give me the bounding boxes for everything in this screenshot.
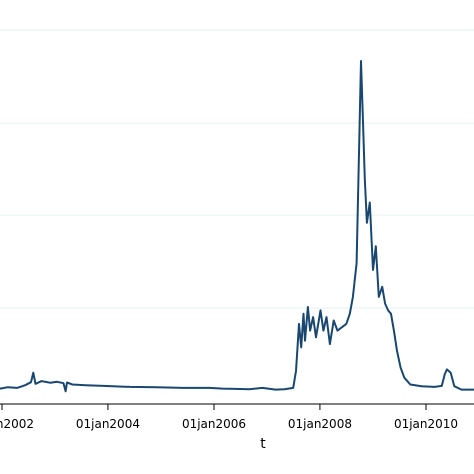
x-tick-label-2: 01jan2006 [182,417,246,431]
x-tick-label-1: 01jan2004 [76,417,140,431]
gridlines [0,29,474,309]
x-tick-label-4: 01jan2010 [394,417,458,431]
series-layer [0,60,474,393]
x-axis: 01jan2002 01jan2004 01jan2006 01jan2008 01ja… [0,403,474,431]
series-line-0 [0,60,474,393]
x-axis-title: t [260,436,266,452]
x-tick-label-3: 01jan2008 [288,417,352,431]
x-tick-label-0: 01jan2002 [0,417,34,431]
